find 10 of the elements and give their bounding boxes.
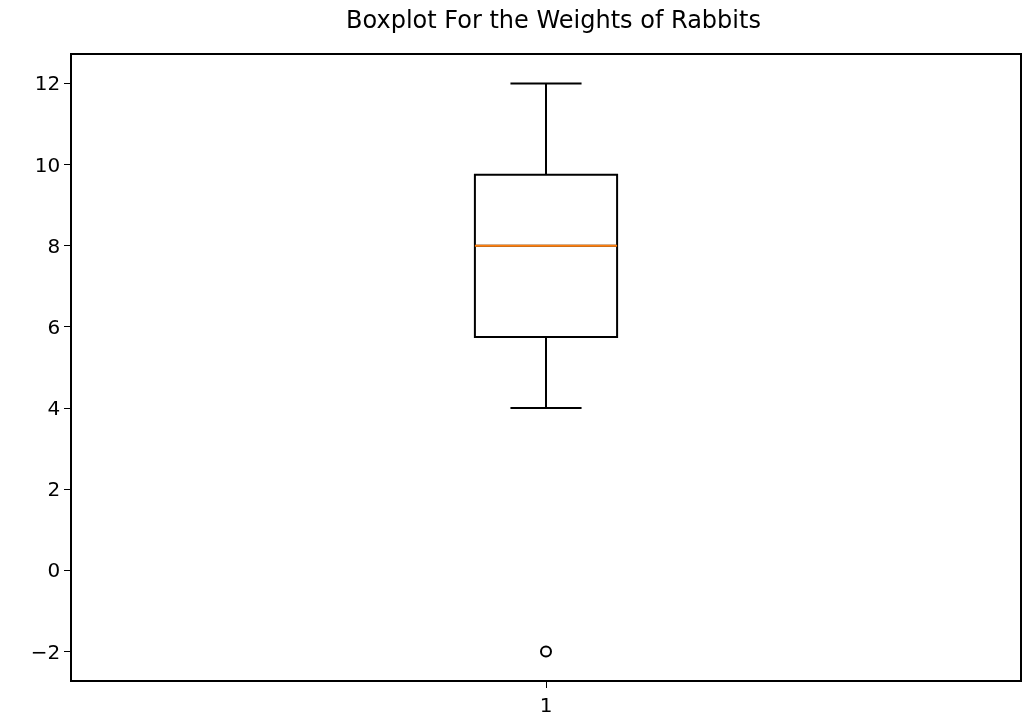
x-tick-label: 1 bbox=[539, 692, 553, 717]
y-tick-label: −2 bbox=[30, 639, 61, 664]
chart-title: Boxplot For the Weights of Rabbits bbox=[346, 5, 761, 34]
y-tick-label: 6 bbox=[47, 314, 61, 339]
y-tick-label: 12 bbox=[34, 71, 61, 96]
y-tick-label: 4 bbox=[47, 396, 61, 421]
y-tick-label: 10 bbox=[34, 152, 61, 177]
y-tick-label: 2 bbox=[47, 477, 61, 502]
y-tick-label: 8 bbox=[47, 233, 61, 258]
y-tick-label: 0 bbox=[47, 558, 61, 583]
